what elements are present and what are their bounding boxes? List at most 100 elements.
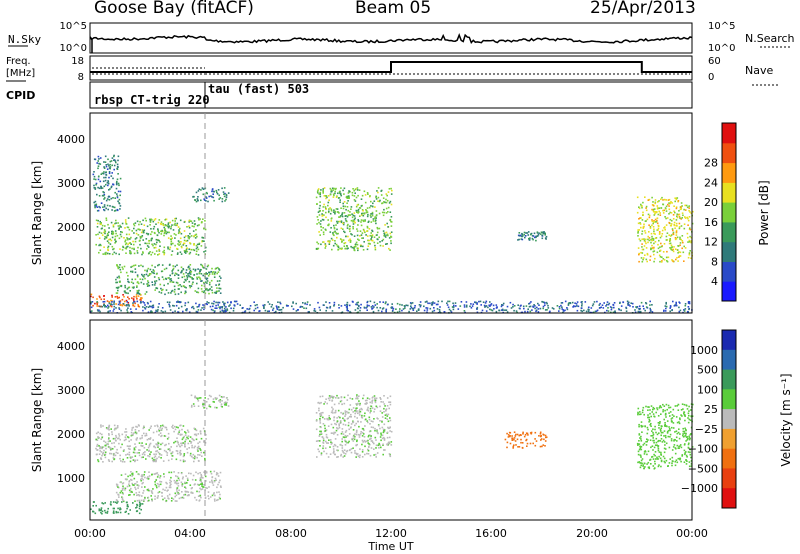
velocity-point (532, 442, 534, 445)
velocity-point (180, 481, 183, 484)
velocity-point (182, 476, 184, 478)
power-point (100, 187, 102, 190)
power-point (544, 302, 546, 304)
velocity-point (148, 443, 151, 446)
power-point (672, 229, 674, 232)
power-point (111, 253, 114, 256)
velocity-point (380, 432, 382, 435)
velocity-point (164, 489, 166, 491)
power-point (221, 306, 223, 309)
velocity-point (654, 451, 657, 453)
velocity-point (221, 400, 223, 402)
velocity-point (141, 453, 144, 456)
power-point (344, 242, 347, 244)
power-point (203, 282, 206, 285)
velocity-point (126, 453, 129, 455)
power-point (165, 277, 167, 280)
velocity-point (178, 479, 181, 481)
velocity-point (192, 403, 195, 405)
power-point (552, 308, 555, 310)
velocity-point (203, 399, 205, 402)
power-point (129, 238, 131, 240)
velocity-point (669, 458, 671, 460)
power-point (103, 238, 106, 240)
power-point (146, 269, 148, 272)
power-point (190, 235, 193, 237)
power-point (658, 200, 660, 202)
velocity-point (679, 417, 681, 419)
power-point (546, 309, 548, 311)
power-point (667, 203, 669, 206)
velocity-point (685, 459, 687, 461)
velocity-point (112, 454, 115, 457)
velocity-point (176, 500, 178, 502)
power-point (268, 310, 270, 312)
power-point (343, 212, 346, 214)
velocity-point (160, 443, 162, 446)
velocity-point (181, 496, 184, 499)
velocity-point (376, 429, 378, 431)
velocity-point (364, 403, 366, 405)
power-point (163, 268, 166, 271)
power-point (134, 268, 137, 270)
velocity-point (177, 485, 180, 487)
power-point (683, 260, 685, 262)
power-point (329, 307, 331, 309)
velocity-point (670, 438, 673, 440)
velocity-point (214, 397, 217, 399)
power-point (558, 310, 560, 312)
xtick-5: 20:00 (576, 527, 608, 540)
velocity-point (148, 489, 151, 492)
power-point (353, 212, 356, 214)
power-point (680, 238, 682, 241)
power-point (97, 209, 100, 212)
velocity-point (337, 415, 340, 418)
power-point (167, 277, 169, 279)
power-cbar-swatch (722, 123, 736, 144)
power-point (128, 286, 131, 289)
velocity-point (658, 422, 661, 425)
power-point (220, 277, 222, 279)
power-point (653, 220, 655, 222)
power-point (148, 284, 151, 287)
power-point (638, 206, 640, 208)
power-point (201, 221, 203, 223)
power-point (155, 309, 157, 312)
power-point (645, 242, 647, 245)
velocity-point (149, 438, 151, 440)
velocity-point (188, 447, 190, 449)
power-point (116, 297, 119, 299)
velocity-point (647, 461, 650, 464)
power-point (666, 250, 668, 253)
power-point (335, 224, 337, 226)
power-point (689, 228, 692, 231)
velocity-point (365, 403, 367, 405)
power-point (648, 237, 651, 239)
velocity-point (134, 429, 137, 431)
power-point (347, 195, 349, 198)
power-point (135, 295, 138, 298)
power-point (94, 206, 96, 209)
power-point (188, 272, 191, 274)
velocity-point (184, 440, 186, 443)
power-point (116, 295, 118, 298)
velocity-point (356, 412, 359, 415)
power-point (114, 238, 116, 240)
power-point (348, 228, 351, 230)
velocity-point (194, 445, 196, 448)
power-point (443, 311, 446, 313)
velocity-point (335, 423, 337, 426)
velocity-point (334, 422, 336, 425)
velocity-point (355, 409, 357, 411)
power-point (384, 302, 387, 305)
velocity-point (645, 441, 647, 443)
velocity-point (641, 431, 643, 433)
velocity-point (649, 439, 652, 441)
power-point (143, 276, 145, 278)
velocity-cbar-tick: −100 (688, 443, 718, 456)
power-point (401, 304, 403, 306)
power-point (661, 196, 663, 199)
power-point (452, 302, 454, 305)
velocity-point (192, 457, 195, 459)
power-point (374, 246, 377, 249)
